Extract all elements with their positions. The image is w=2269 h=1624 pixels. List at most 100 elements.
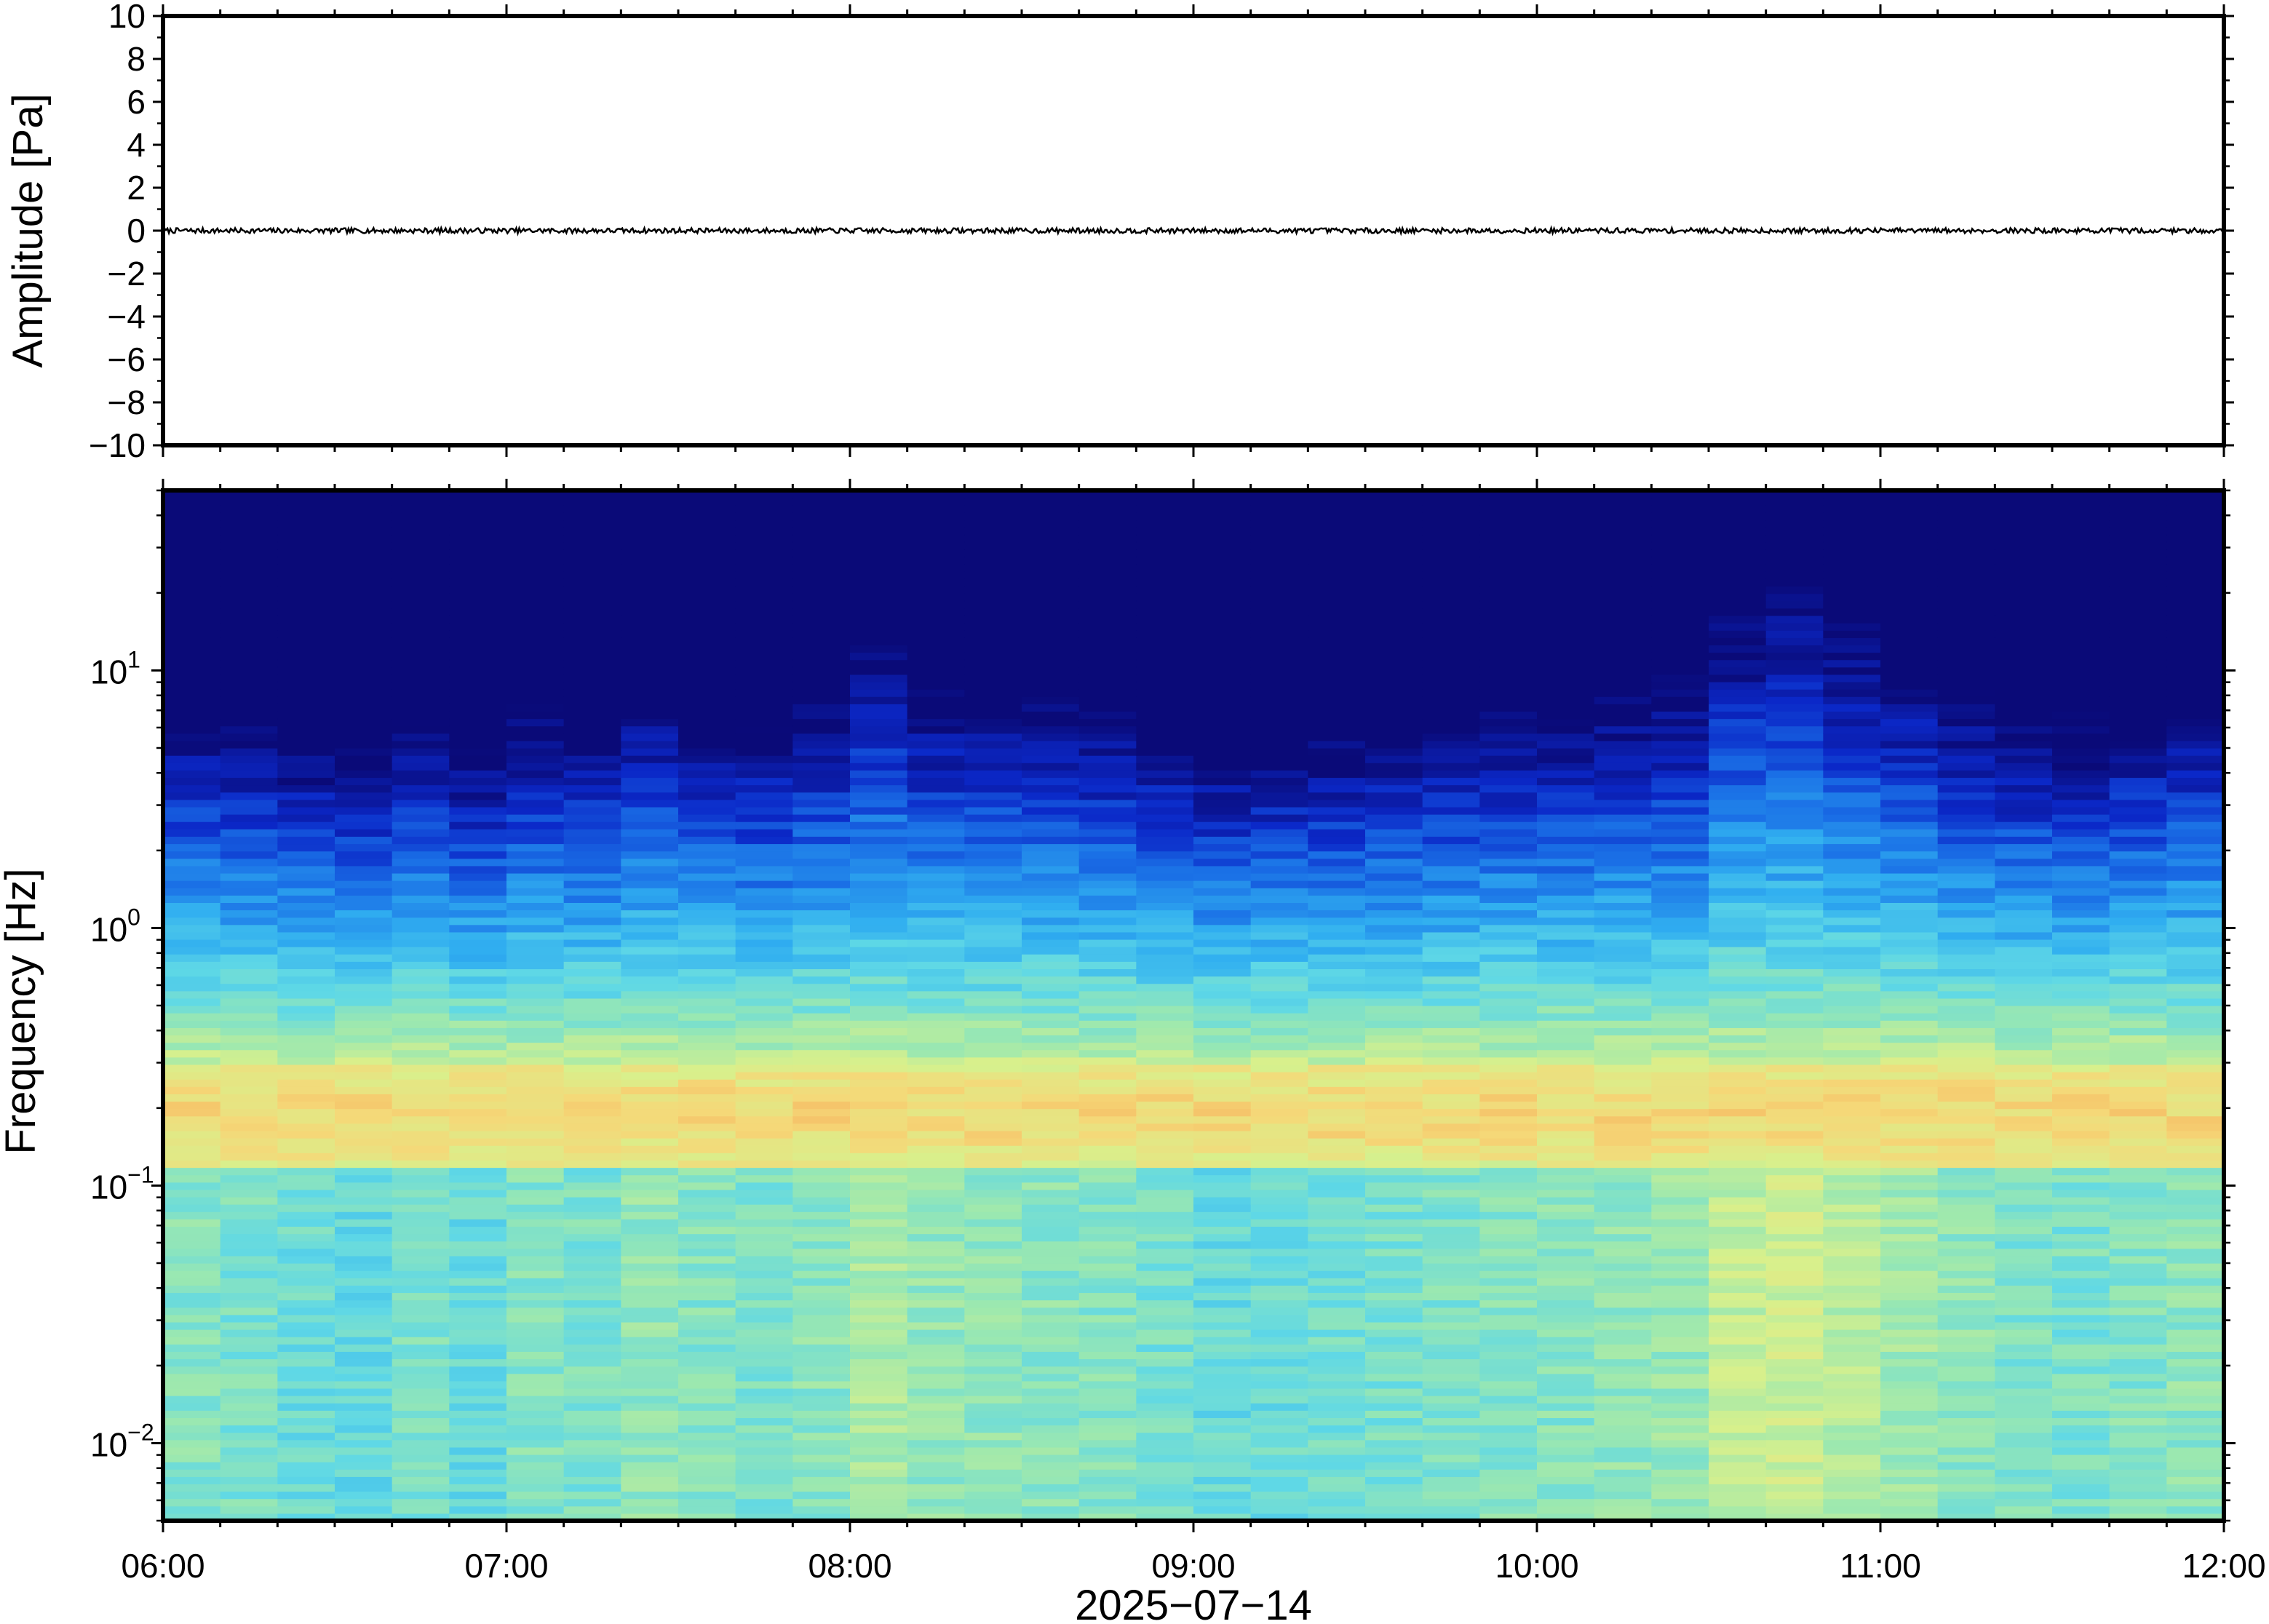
spectrogram-cell — [1422, 652, 1480, 661]
spectrogram-cell — [1594, 976, 1652, 984]
spectrogram-cell — [1765, 909, 1824, 918]
spectrogram-cell — [2052, 1130, 2110, 1139]
spectrogram-cell — [1594, 666, 1652, 675]
spectrogram-cell — [792, 998, 851, 1006]
spectrogram-cell — [1479, 1425, 1538, 1433]
spectrogram-cell — [1995, 947, 2053, 955]
spectrogram-cell — [220, 1211, 278, 1219]
spectrogram-cell — [850, 527, 908, 536]
spectrogram-cell — [392, 851, 450, 859]
spectrogram-cell — [1078, 1255, 1137, 1264]
spectrogram-cell — [678, 1020, 736, 1028]
spectrogram-cell — [1308, 843, 1366, 852]
spectrogram-cell — [1250, 1498, 1308, 1507]
spectrogram-cell — [907, 947, 965, 955]
spectrogram-cell — [1709, 1020, 1767, 1028]
spectrogram-cell — [1479, 1373, 1538, 1382]
spectrogram-cell — [1250, 836, 1308, 845]
spectrogram-cell — [335, 490, 393, 498]
spectrogram-cell — [1765, 763, 1824, 771]
spectrogram-cell — [220, 1094, 278, 1102]
spectrogram-cell — [792, 578, 851, 587]
spectrogram-cell — [1479, 998, 1538, 1006]
spectrogram-cell — [2052, 829, 2110, 837]
spectrogram-cell — [563, 976, 621, 984]
spectrogram-cell — [1651, 1153, 1709, 1161]
spectrogram-cell — [621, 512, 679, 521]
spectrogram-cell — [1479, 571, 1538, 579]
spectrogram-cell — [1250, 1484, 1308, 1492]
spectrogram-cell — [1479, 1123, 1538, 1131]
spectrogram-cell — [1709, 652, 1767, 661]
spectrogram-cell — [792, 888, 851, 896]
spectrogram-cell — [1594, 1255, 1652, 1264]
spectrogram-cell — [1250, 998, 1308, 1006]
spectrogram-cell — [220, 740, 278, 749]
spectrogram-cell — [621, 806, 679, 815]
spectrogram-cell — [792, 689, 851, 697]
spectrogram-cell — [1937, 1130, 1995, 1139]
spectrogram-cell — [392, 586, 450, 594]
spectrogram-cell — [1308, 1108, 1366, 1117]
spectrogram-cell — [506, 1366, 565, 1374]
spectrogram-cell — [2052, 1307, 2110, 1315]
spectrogram-cell — [1422, 1086, 1480, 1094]
spectrogram-cell — [1136, 1439, 1194, 1448]
spectrogram-cell — [1022, 1462, 1080, 1470]
spectrogram-cell — [449, 1079, 507, 1087]
spectrogram-cell — [678, 821, 736, 829]
spectrogram-cell — [1308, 1042, 1366, 1051]
spectrogram-cell — [1365, 1476, 1423, 1485]
spectrogram-cell — [735, 1446, 793, 1455]
spectrogram-cell — [1479, 755, 1538, 763]
spectrogram-cell — [792, 924, 851, 933]
spectrogram-cell — [621, 777, 679, 786]
spectrogram-cell — [1078, 659, 1137, 668]
spectrogram-cell — [735, 1241, 793, 1249]
spectrogram-cell — [1250, 600, 1308, 609]
spectrogram-cell — [907, 1498, 965, 1507]
spectrogram-cell — [1823, 637, 1881, 645]
spectrogram-cell — [1709, 1248, 1767, 1257]
spectrogram-cell — [1308, 1056, 1366, 1065]
spectrogram-cell — [277, 600, 335, 609]
spectrogram-cell — [1365, 1396, 1423, 1404]
spectrogram-cell — [1594, 696, 1652, 704]
spectrogram-cell — [506, 689, 565, 697]
spectrogram-cell — [335, 888, 393, 896]
spectrogram-cell — [621, 681, 679, 690]
spectrogram-cell — [792, 990, 851, 999]
spectrogram-cell — [1078, 909, 1137, 918]
spectrogram-cell — [678, 571, 736, 579]
spectrogram-cell — [1709, 1174, 1767, 1183]
spectrogram-cell — [1365, 1255, 1423, 1264]
spectrogram-cell — [1479, 792, 1538, 800]
spectrogram-cell — [1995, 1292, 2053, 1301]
spectrogram-cell — [1022, 1314, 1080, 1323]
spectrogram-cell — [1479, 1403, 1538, 1411]
spectrogram-cell — [563, 1211, 621, 1219]
spectrogram-cell — [1136, 571, 1194, 579]
spectrogram-cell — [277, 755, 335, 763]
spectrogram-cell — [735, 939, 793, 947]
spectrogram-cell — [621, 1241, 679, 1249]
spectrogram-cell — [2052, 1476, 2110, 1485]
spectrogram-cell — [392, 733, 450, 741]
spectrogram-cell — [850, 1248, 908, 1257]
spectrogram-cell — [277, 763, 335, 771]
spectrogram-cell — [563, 858, 621, 867]
spectrogram-cell — [1880, 718, 1939, 727]
spectrogram-cell — [964, 1101, 1022, 1110]
spectrogram-cell — [621, 725, 679, 734]
spectrogram-cell — [1250, 1491, 1308, 1500]
spectrogram-cell — [2052, 1101, 2110, 1110]
spectrogram-cell — [1765, 843, 1824, 852]
spectrogram-cell — [1880, 1454, 1939, 1462]
spectrogram-cell — [563, 1027, 621, 1036]
spectrogram-cell — [220, 1321, 278, 1330]
spectrogram-cell — [1880, 829, 1939, 837]
spectrogram-cell — [220, 1358, 278, 1367]
spectrogram-cell — [1537, 696, 1595, 704]
spectrogram-cell — [1078, 1233, 1137, 1242]
spectrogram-cell — [850, 666, 908, 675]
